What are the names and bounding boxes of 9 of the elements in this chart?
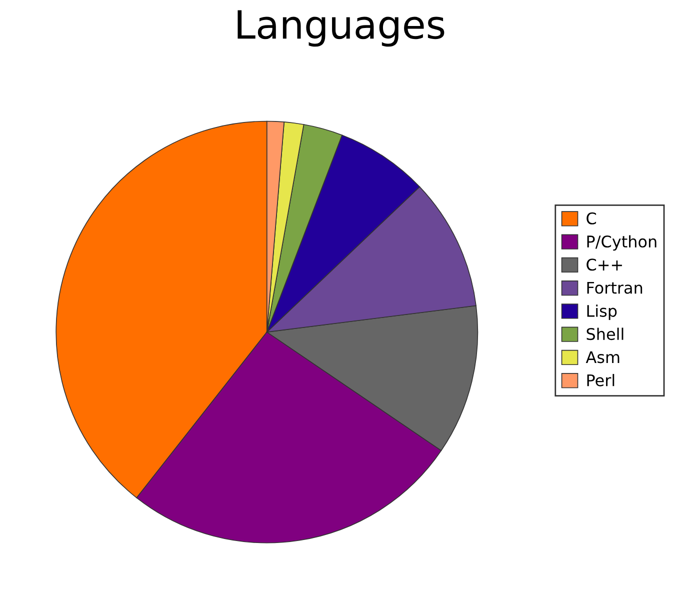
legend-label: Asm [586, 351, 620, 364]
legend-label: C++ [586, 258, 622, 271]
chart-title: Languages [238, 10, 444, 47]
legend-label: P/Cython [587, 235, 656, 251]
legend-label: Lisp [587, 304, 617, 320]
legend-label: Fortran [587, 282, 642, 294]
legend-label: Perl [587, 374, 614, 386]
legend-label: Shell [586, 328, 624, 340]
legend-label: C [586, 212, 596, 224]
